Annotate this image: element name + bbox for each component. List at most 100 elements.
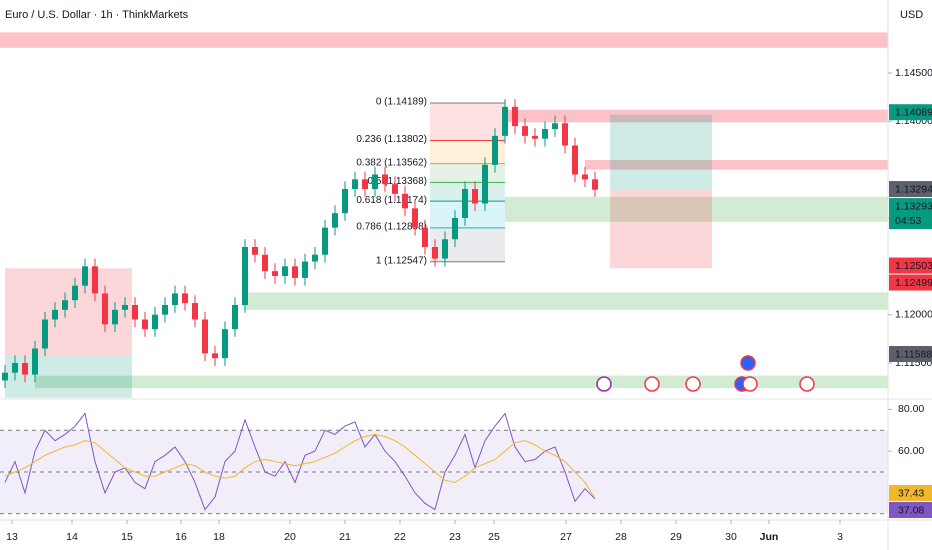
candle-body [362, 179, 368, 189]
event-icon[interactable] [742, 376, 758, 392]
price-zone [0, 32, 888, 48]
event-icon[interactable] [596, 376, 612, 392]
x-tick-label: 14 [66, 531, 78, 543]
y-tick-label: 1.12000 [895, 308, 932, 320]
candle-body [192, 303, 198, 320]
x-tick-label: 30 [725, 531, 737, 543]
candle-body [302, 261, 308, 278]
currency: USD [900, 9, 923, 21]
fib-band [430, 140, 505, 164]
rsi-label-bg [889, 485, 932, 501]
fib-band [430, 103, 505, 141]
price-label-bg [889, 104, 932, 121]
candle-body [82, 266, 88, 286]
candle-body [232, 305, 238, 330]
candle-body [282, 266, 288, 276]
rsi-label: 37.08 [898, 504, 924, 516]
x-tick-label: 22 [394, 531, 406, 543]
fib-label: 0.236 (1.13802) [356, 134, 427, 145]
zones [0, 32, 888, 398]
candle-body [572, 145, 578, 175]
candle-body [532, 135, 538, 139]
candle-body [332, 213, 338, 228]
price-zone [245, 292, 888, 310]
x-tick-label: Jun [760, 531, 779, 543]
x-tick-label: 15 [121, 531, 133, 543]
candle-body [52, 309, 58, 320]
fib-label: 0 (1.14189) [376, 97, 427, 108]
price-label: 1.14089 [895, 107, 932, 119]
event-icon[interactable] [799, 376, 815, 392]
price-label-bg [889, 345, 932, 362]
candle-body [272, 271, 278, 276]
price-label: 1.12499 [895, 277, 932, 289]
candle-body [202, 319, 208, 354]
candle-body [392, 184, 398, 194]
candle-body [62, 300, 68, 310]
candle-body [442, 239, 448, 259]
rsi-label-bg [889, 502, 932, 518]
candle-body [592, 179, 598, 190]
candle-body [492, 135, 498, 165]
candle-body [42, 319, 48, 349]
candle-body [512, 106, 518, 127]
candle-body [262, 254, 268, 272]
candle-body [102, 293, 108, 325]
x-tick-label: 27 [560, 531, 572, 543]
candle-body [122, 305, 128, 310]
candle-body [22, 363, 28, 375]
candle-body [212, 353, 218, 359]
price-zone [505, 196, 888, 222]
candle-body [452, 217, 458, 240]
y-tick-label: 80.00 [898, 403, 924, 415]
x-tick-label: 13 [6, 531, 18, 543]
fib-label: 0.786 (1.12898) [356, 221, 427, 232]
candle-body [312, 254, 318, 262]
candle-body [502, 106, 508, 136]
candle-body [252, 246, 258, 255]
fib-label: 0.618 (1.13174) [356, 195, 427, 206]
price-label-bg [889, 257, 932, 274]
rsi-line [4, 433, 596, 499]
price-zone [5, 355, 132, 398]
candle-body [12, 363, 18, 373]
price-zone [5, 268, 132, 356]
candle-body [222, 329, 228, 359]
candles [2, 99, 598, 389]
price-label: 1.11588 [895, 348, 932, 360]
price-zone [585, 159, 888, 170]
fib-label: 0.5 (1.13368) [368, 176, 428, 187]
candle-body [242, 246, 248, 306]
event-icon[interactable] [685, 376, 701, 392]
candle-body [562, 123, 568, 146]
event-icon[interactable] [740, 355, 756, 371]
candle-body [152, 314, 158, 330]
x-tick-label: 3 [837, 531, 843, 543]
price-zone [35, 375, 888, 389]
candle-body [132, 305, 138, 320]
candle-body [32, 348, 38, 375]
x-tick-label: 28 [615, 531, 627, 543]
y-tick-label: 60.00 [898, 445, 924, 457]
candle-body [342, 188, 348, 214]
candle-body [402, 193, 408, 209]
event-icon[interactable] [644, 376, 660, 392]
candle-body [542, 129, 548, 139]
candle-body [522, 126, 528, 136]
x-tick-label: 18 [213, 531, 225, 543]
candle-body [2, 372, 8, 381]
price-label-bg [889, 274, 932, 291]
candle-body [582, 174, 588, 180]
candle-body [172, 293, 178, 306]
x-tick-label: 16 [175, 531, 187, 543]
y-tick-label: 1.14500 [895, 67, 932, 79]
rsi-pane [0, 412, 888, 515]
candle-body [92, 266, 98, 294]
x-tick-label: 29 [670, 531, 682, 543]
candle-body [412, 208, 418, 228]
candle-body [322, 227, 328, 255]
fib-band [430, 227, 505, 262]
